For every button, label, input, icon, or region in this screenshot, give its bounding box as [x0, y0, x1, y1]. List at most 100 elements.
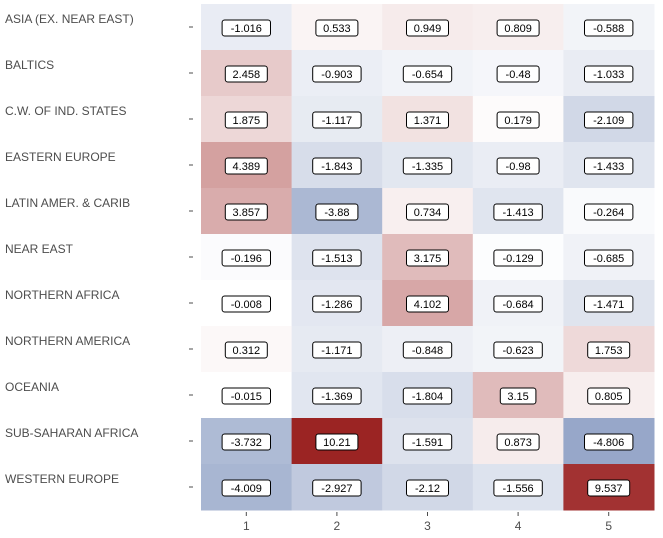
- value-label: 1.753: [595, 345, 623, 357]
- value-label: 10.21: [323, 437, 351, 449]
- value-label: -1.171: [321, 345, 352, 357]
- value-label: -0.685: [593, 253, 624, 265]
- value-label: -1.513: [321, 253, 352, 265]
- value-label-box: [587, 479, 631, 497]
- value-label-box: [402, 387, 453, 405]
- value-label-box: [493, 479, 543, 497]
- value-label: 2.458: [233, 69, 261, 81]
- value-label-box: [496, 111, 540, 129]
- value-label: 9.537: [595, 483, 623, 495]
- value-label-box: [584, 433, 634, 451]
- value-label: -0.48: [506, 69, 531, 81]
- value-label-box: [221, 19, 272, 37]
- value-label: -0.129: [502, 253, 533, 265]
- value-label-box: [584, 19, 634, 37]
- value-label: -4.806: [593, 437, 624, 449]
- x-tick-label: 1: [243, 519, 250, 533]
- value-label-box: [584, 295, 634, 313]
- value-label-box: [493, 295, 543, 313]
- row-label: EASTERN EUROPE: [5, 150, 116, 164]
- value-label-box: [312, 249, 362, 267]
- value-label: -1.556: [502, 483, 533, 495]
- row-label: ASIA (EX. NEAR EAST): [5, 12, 134, 26]
- value-label-box: [493, 249, 543, 267]
- value-label: 3.175: [414, 253, 442, 265]
- value-label: 0.734: [414, 207, 442, 219]
- x-tick-label: 3: [424, 519, 431, 533]
- value-label-box: [406, 111, 449, 129]
- value-label-box: [315, 19, 359, 37]
- value-label-box: [312, 387, 362, 405]
- value-label-box: [402, 341, 453, 359]
- value-label-box: [312, 157, 362, 175]
- value-label-box: [406, 479, 449, 497]
- value-label-box: [402, 157, 453, 175]
- value-label: -1.591: [412, 437, 443, 449]
- value-label-box: [587, 341, 631, 359]
- value-label-box: [587, 387, 631, 405]
- value-label: 0.179: [504, 115, 532, 127]
- value-label: -0.684: [502, 299, 533, 311]
- value-label-box: [224, 65, 268, 83]
- x-tick-label: 2: [334, 519, 341, 533]
- value-label: 0.873: [504, 437, 532, 449]
- value-label-box: [584, 65, 634, 83]
- value-label-box: [584, 249, 634, 267]
- value-label: -1.335: [412, 161, 443, 173]
- value-label-box: [402, 433, 453, 451]
- value-label-box: [312, 341, 362, 359]
- value-label-box: [499, 387, 537, 405]
- row-label: WESTERN EUROPE: [5, 472, 119, 486]
- value-label: 0.949: [414, 23, 442, 35]
- row-labels: ASIA (EX. NEAR EAST) BALTICS C.W. OF IND. …: [5, 12, 193, 488]
- value-label: -4.009: [231, 483, 262, 495]
- value-label: -0.848: [412, 345, 443, 357]
- value-label: 0.805: [595, 391, 623, 403]
- value-label: -0.015: [231, 391, 262, 403]
- row-label: NORTHERN AFRICA: [5, 288, 119, 302]
- value-label-box: [312, 295, 362, 313]
- value-label: -0.623: [502, 345, 533, 357]
- value-label: -1.117: [322, 115, 352, 127]
- value-label: -0.588: [593, 23, 624, 35]
- value-label: 0.312: [233, 345, 261, 357]
- row-label: NORTHERN AMERICA: [5, 334, 130, 348]
- value-label-box: [406, 203, 449, 221]
- row-label: SUB-SAHARAN AFRICA: [5, 426, 138, 440]
- value-label: -2.12: [415, 483, 440, 495]
- value-label-box: [406, 295, 449, 313]
- value-label: 1.875: [233, 115, 261, 127]
- value-label-box: [312, 479, 362, 497]
- value-label-box: [496, 157, 540, 175]
- value-label: -1.471: [593, 299, 624, 311]
- value-label: 0.809: [504, 23, 532, 35]
- row-label: BALTICS: [5, 58, 54, 72]
- row-label: NEAR EAST: [5, 242, 74, 256]
- value-label-box: [224, 111, 268, 129]
- value-label-box: [224, 341, 268, 359]
- value-label: -1.433: [593, 161, 624, 173]
- value-label-box: [221, 295, 272, 313]
- value-label: -0.654: [412, 69, 443, 81]
- value-label: -1.804: [412, 391, 443, 403]
- row-label: C.W. OF IND. STATES: [5, 104, 127, 118]
- value-label-box: [312, 65, 362, 83]
- value-label: -0.264: [593, 207, 624, 219]
- value-label: -1.369: [321, 391, 352, 403]
- value-label-box: [496, 19, 540, 37]
- value-label: -0.196: [231, 253, 262, 265]
- value-label-box: [402, 65, 453, 83]
- value-label: -0.903: [321, 69, 352, 81]
- value-label-box: [406, 249, 449, 267]
- row-label: LATIN AMER. & CARIB: [5, 196, 130, 210]
- row-label: OCEANIA: [5, 380, 59, 394]
- value-label: -1.286: [321, 299, 352, 311]
- value-label: -2.927: [321, 483, 352, 495]
- value-label: -0.98: [506, 161, 531, 173]
- value-label: 3.15: [507, 391, 528, 403]
- value-label-box: [496, 65, 540, 83]
- value-label: 1.371: [414, 115, 442, 127]
- value-label: -3.732: [231, 437, 262, 449]
- value-label: -3.88: [324, 207, 349, 219]
